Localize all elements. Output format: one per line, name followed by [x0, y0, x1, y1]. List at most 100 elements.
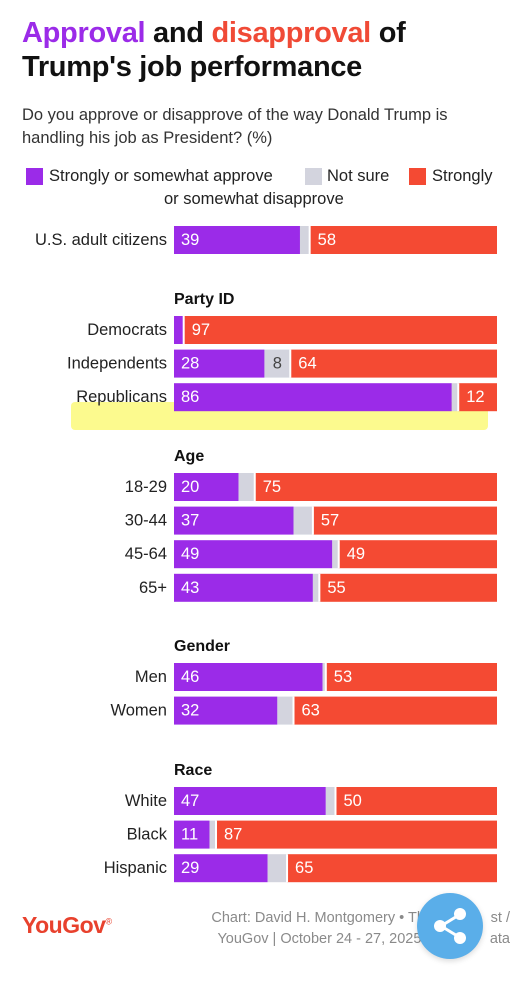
- value-not-sure-independents: 8: [273, 355, 282, 373]
- bar-approve-independents: [174, 349, 265, 378]
- value-disapprove-30-44: 57: [321, 512, 339, 530]
- bar-separator-65: [318, 573, 321, 602]
- row-label-democrats: Democrats: [87, 321, 167, 339]
- value-disapprove-women: 63: [302, 702, 320, 720]
- bar-disapprove-men: [325, 663, 497, 691]
- row-label-hispanic: Hispanic: [104, 859, 167, 877]
- row-label-women: Women: [110, 702, 167, 720]
- group-heading-age: Age: [174, 448, 204, 465]
- bar-separator-black: [214, 820, 217, 849]
- value-approve-men: 46: [181, 668, 199, 686]
- title-approval: Approval: [22, 17, 146, 49]
- bar-not-sure-men: [322, 663, 326, 691]
- bar-disapprove-45-64: [338, 540, 497, 569]
- bar-approve-u-s-adult-citizens: [174, 226, 300, 254]
- row-label-u-s-adult-citizens: U.S. adult citizens: [35, 231, 167, 249]
- title-rest: of Trump's job performance: [22, 17, 406, 83]
- bar-approve-45-64: [174, 540, 333, 569]
- value-approve-women: 32: [181, 702, 199, 720]
- value-disapprove-45-64: 49: [347, 545, 365, 563]
- bar-approve-men: [174, 663, 323, 691]
- value-disapprove-hispanic: 65: [295, 859, 313, 877]
- credit-line-2b: ata: [489, 931, 510, 947]
- row-label-independents: Independents: [67, 355, 167, 373]
- title-and: and: [145, 17, 212, 49]
- value-approve-u-s-adult-citizens: 39: [181, 231, 199, 249]
- yougov-logo: YouGov®: [22, 912, 112, 938]
- credit-line-2: YouGov | October 24 - 27, 2025 • G: [217, 931, 446, 947]
- bar-separator-45-64: [337, 540, 340, 569]
- value-approve-18-29: 20: [181, 478, 199, 496]
- value-approve-45-64: 49: [181, 545, 199, 563]
- group-heading-party-id: Party ID: [174, 291, 234, 308]
- group-heading-gender: Gender: [174, 638, 230, 655]
- bar-separator-18-29: [253, 473, 256, 501]
- bar-separator-republicans: [457, 383, 460, 412]
- legend: Strongly or somewhat approve Not sure St…: [22, 165, 502, 211]
- bar-not-sure-women: [277, 696, 294, 725]
- bar-disapprove-65: [319, 573, 497, 602]
- bar-approve-republicans: [174, 383, 452, 412]
- row-label-45-64: 45-64: [125, 545, 167, 563]
- credit-line-1b: st /: [490, 910, 510, 926]
- bar-not-sure-u-s-adult-citizens: [299, 226, 310, 254]
- bar-not-sure-30-44: [293, 506, 313, 535]
- bar-approve-white: [174, 787, 326, 815]
- credit-line-1: Chart: David H. Montgomery • The E: [211, 910, 447, 926]
- share-button[interactable]: [417, 893, 483, 959]
- logo-text: YouGov: [22, 912, 106, 938]
- value-disapprove-65: 55: [327, 579, 345, 597]
- bar-disapprove-women: [293, 696, 497, 725]
- bar-separator-white: [334, 787, 337, 815]
- value-approve-white: 47: [181, 792, 199, 810]
- bar-approve-65: [174, 573, 313, 602]
- bar-separator-democrats: [182, 316, 185, 344]
- bar-disapprove-u-s-adult-citizens: [309, 226, 497, 254]
- legend-disapprove-label-2: or somewhat disapprove: [164, 190, 344, 208]
- value-disapprove-18-29: 75: [263, 478, 281, 496]
- bar-disapprove-republicans: [458, 383, 497, 412]
- value-approve-30-44: 37: [181, 512, 199, 530]
- bar-approve-black: [174, 820, 210, 849]
- legend-approve-swatch: [26, 168, 43, 185]
- value-disapprove-u-s-adult-citizens: 58: [318, 231, 336, 249]
- row-label-republicans: Republicans: [76, 388, 167, 406]
- bar-not-sure-45-64: [332, 540, 339, 569]
- value-approve-republicans: 86: [181, 388, 199, 406]
- bar-not-sure-65: [312, 573, 320, 602]
- bar-approve-women: [174, 696, 278, 725]
- value-disapprove-republicans: 12: [466, 388, 484, 406]
- bar-disapprove-30-44: [312, 506, 497, 535]
- bar-separator-women: [292, 696, 295, 725]
- chart-title: Approval and disapproval of Trump's job …: [22, 16, 502, 84]
- row-label-white: White: [125, 792, 167, 810]
- bar-disapprove-independents: [290, 349, 497, 378]
- bar-approve-democrats: [174, 316, 184, 344]
- bar-not-sure-hispanic: [267, 854, 288, 883]
- bar-disapprove-democrats: [183, 316, 497, 344]
- bar-not-sure-white: [325, 787, 336, 815]
- legend-disapprove-swatch: [409, 168, 426, 185]
- row-label-black: Black: [127, 826, 168, 844]
- chart-credit: Chart: David H. Montgomery • The E st / Y…: [140, 908, 510, 950]
- value-disapprove-white: 50: [344, 792, 362, 810]
- title-disapproval: disapproval: [211, 17, 371, 49]
- value-approve-black: 11: [181, 826, 198, 844]
- row-label-65: 65+: [139, 579, 167, 597]
- row-label-18-29: 18-29: [125, 478, 167, 496]
- chart-subtitle: Do you approve or disapprove of the way …: [22, 106, 448, 147]
- row-label-men: Men: [135, 668, 167, 686]
- value-disapprove-black: 87: [224, 826, 242, 844]
- share-icon: [434, 908, 466, 944]
- group-heading-race: Race: [174, 762, 212, 779]
- bar-approve-18-29: [174, 473, 239, 501]
- bar-separator-men: [324, 663, 327, 691]
- bar-separator-u-s-adult-citizens: [308, 226, 311, 254]
- value-approve-65: 43: [181, 579, 199, 597]
- bar-separator-hispanic: [286, 854, 289, 883]
- bar-disapprove-black: [215, 820, 498, 849]
- bar-not-sure-black: [209, 820, 216, 849]
- value-disapprove-men: 53: [334, 668, 352, 686]
- value-disapprove-independents: 64: [298, 355, 316, 373]
- bar-not-sure-independents: [264, 349, 291, 378]
